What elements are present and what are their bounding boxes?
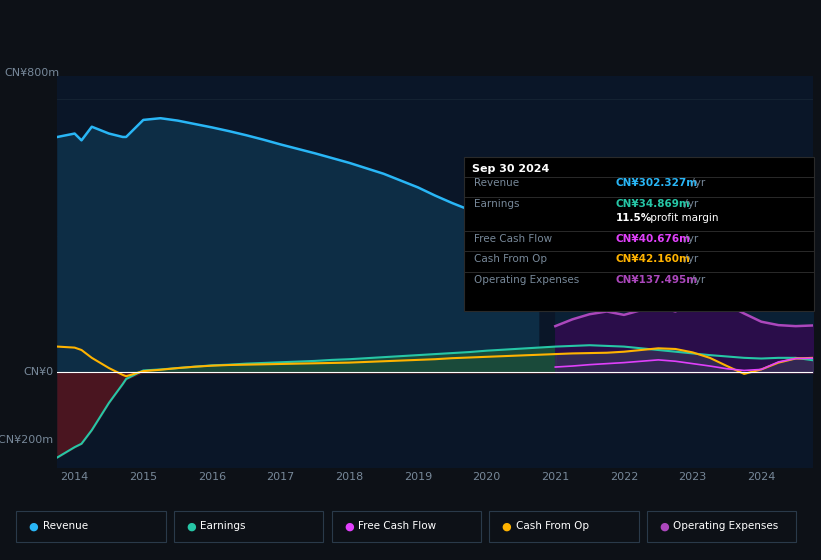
Text: CN¥40.676m: CN¥40.676m [616,234,690,244]
Text: ●: ● [186,521,196,531]
Text: Cash From Op: Cash From Op [516,521,589,531]
Text: 11.5%: 11.5% [616,213,652,223]
Text: Free Cash Flow: Free Cash Flow [474,234,552,244]
Text: ●: ● [659,521,669,531]
Text: CN¥0: CN¥0 [24,367,53,377]
Text: Earnings: Earnings [474,199,519,209]
Text: CN¥42.160m: CN¥42.160m [616,254,690,264]
Text: Revenue: Revenue [43,521,88,531]
Text: CN¥302.327m: CN¥302.327m [616,179,698,189]
Text: ●: ● [29,521,39,531]
Text: /yr: /yr [681,254,699,264]
Text: /yr: /yr [681,199,699,209]
Text: Cash From Op: Cash From Op [474,254,547,264]
Text: Operating Expenses: Operating Expenses [673,521,778,531]
Text: CN¥800m: CN¥800m [4,68,59,78]
Text: -CN¥200m: -CN¥200m [0,435,53,445]
Text: Sep 30 2024: Sep 30 2024 [472,164,549,174]
Text: ●: ● [344,521,354,531]
Text: Operating Expenses: Operating Expenses [474,275,579,285]
Text: ●: ● [502,521,511,531]
Text: /yr: /yr [688,179,705,189]
Text: /yr: /yr [688,275,705,285]
Text: CN¥137.495m: CN¥137.495m [616,275,698,285]
Text: CN¥34.869m: CN¥34.869m [616,199,690,209]
Text: /yr: /yr [681,234,699,244]
Text: profit margin: profit margin [647,213,718,223]
Text: Earnings: Earnings [200,521,245,531]
Text: Free Cash Flow: Free Cash Flow [358,521,436,531]
Text: Revenue: Revenue [474,179,519,189]
